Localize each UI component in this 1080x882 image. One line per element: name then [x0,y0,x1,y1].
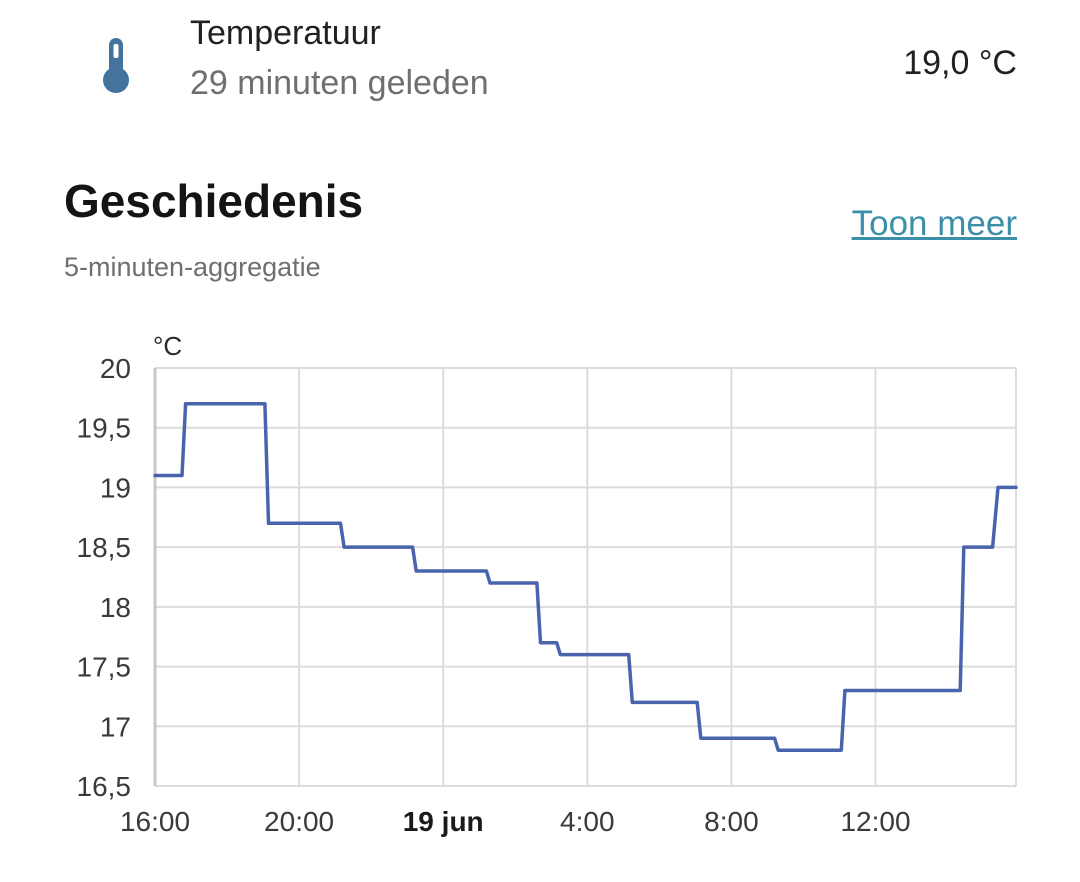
x-tick-label: 12:00 [840,806,910,837]
entity-row[interactable]: Temperatuur 29 minuten geleden 19,0 °C [0,0,1080,120]
history-subtitle: 5-minuten-aggregatie [64,252,321,282]
x-tick-label: 20:00 [264,806,334,837]
y-tick-label: 19 [100,472,131,503]
y-tick-label: 16,5 [77,771,132,802]
x-tick-label: 16:00 [120,806,190,837]
y-tick-label: 18 [100,592,131,623]
y-tick-label: 17 [100,711,131,742]
history-chart[interactable]: 20 19,5 19 18,5 18 17,5 17 16,5 16:00 20:00 19 jun… [0,320,1080,860]
x-tick-label: 19 jun [403,806,484,837]
history-title: Geschiedenis [64,175,364,227]
thermometer-icon [103,38,129,93]
show-more-link[interactable]: Toon meer [851,204,1017,243]
y-tick-label: 19,5 [77,413,132,444]
entity-last-changed: 29 minuten geleden [190,64,489,102]
series-line-temperature [153,402,1018,752]
entity-name: Temperatuur [190,14,381,52]
x-tick-label: 4:00 [560,806,615,837]
y-tick-label: 18,5 [77,532,132,563]
y-tick-label: 17,5 [77,652,132,683]
entity-state: 19,0 °C [903,44,1017,82]
y-axis-unit: °C [153,331,182,361]
x-tick-label: 8:00 [704,806,759,837]
y-tick-label: 20 [100,353,131,384]
